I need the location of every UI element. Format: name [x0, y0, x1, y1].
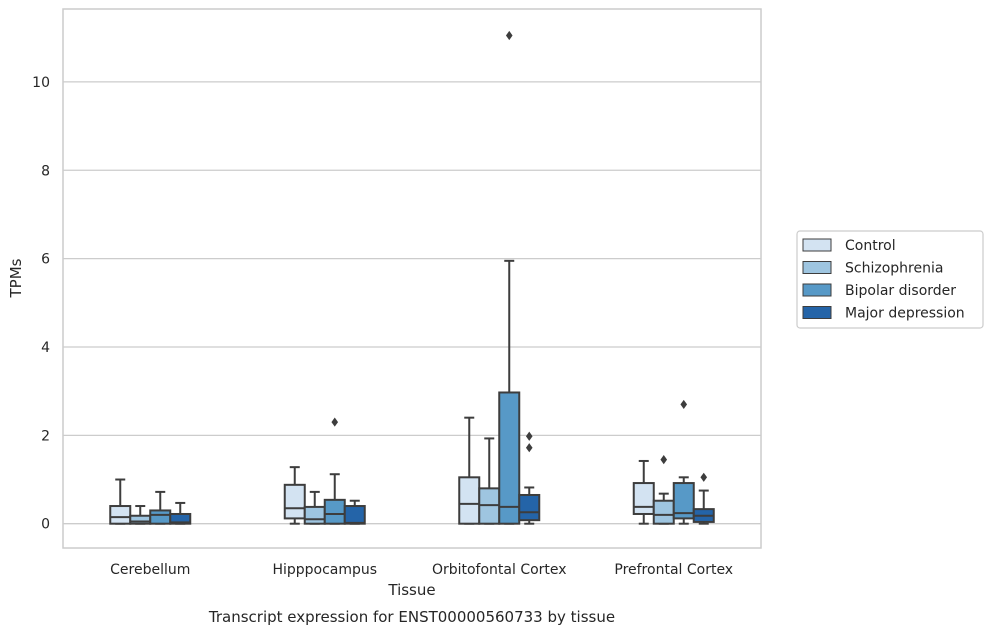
legend-swatch: [802, 261, 832, 274]
legend-label: Schizophrenia: [845, 261, 943, 277]
box: [652, 499, 675, 525]
legend-label: Bipolar disorder: [845, 283, 956, 299]
legend-swatch: [802, 238, 832, 252]
box: [303, 505, 326, 525]
outlier-point: [680, 399, 688, 410]
box: [109, 505, 132, 525]
box: [498, 391, 521, 525]
y-tick-label: 10: [32, 75, 50, 91]
box: [149, 509, 172, 525]
legend-label: Major depression: [845, 306, 965, 322]
x-tick-label: Prefrontal Cortex: [614, 562, 733, 578]
box-groups: [109, 30, 715, 525]
box: [283, 483, 306, 520]
box: [672, 482, 695, 520]
box: [129, 514, 152, 525]
box: [323, 498, 346, 525]
x-tick-label: Orbitofontal Cortex: [432, 562, 567, 578]
y-tick-label: 4: [41, 340, 50, 356]
legend-label: Control: [845, 238, 896, 254]
box-group: [109, 478, 192, 525]
box: [458, 476, 481, 525]
y-tick-labels: 0 2 4 6 8 10: [32, 75, 50, 533]
box-group: [632, 399, 715, 525]
outlier-point: [331, 417, 339, 427]
box: [169, 512, 192, 525]
plot-frame: [62, 8, 762, 549]
x-axis-label: Tissue: [387, 581, 435, 599]
x-tick-label: Cerebellum: [110, 562, 190, 578]
box-group: [458, 30, 541, 525]
outlier-point: [700, 472, 708, 482]
legend-swatch: [802, 283, 832, 297]
box: [343, 505, 366, 525]
y-tick-label: 2: [41, 428, 50, 444]
outlier-point: [660, 455, 668, 465]
outlier-point: [525, 443, 533, 453]
outlier-point: [505, 30, 513, 41]
y-tick-label: 0: [41, 517, 50, 533]
y-tick-label: 8: [41, 163, 50, 179]
legend-frame: [796, 230, 984, 329]
box: [518, 493, 541, 522]
legend-swatch: [802, 306, 832, 319]
outlier-point: [525, 431, 533, 441]
box: [632, 482, 655, 515]
y-tick-label: 6: [41, 252, 50, 268]
plot-background: [63, 9, 761, 548]
box-group: [283, 417, 366, 525]
y-axis-label: TPMs: [7, 258, 25, 298]
x-tick-labels: Cerebellum Hipppocampus Orbitofontal Corte…: [110, 562, 733, 578]
x-tick-label: Hipppocampus: [272, 562, 377, 578]
legend: Control Schizophrenia Bipolar disorder Majo…: [796, 230, 984, 329]
chart-title: Transcript expression for ENST0000056073…: [208, 608, 615, 626]
